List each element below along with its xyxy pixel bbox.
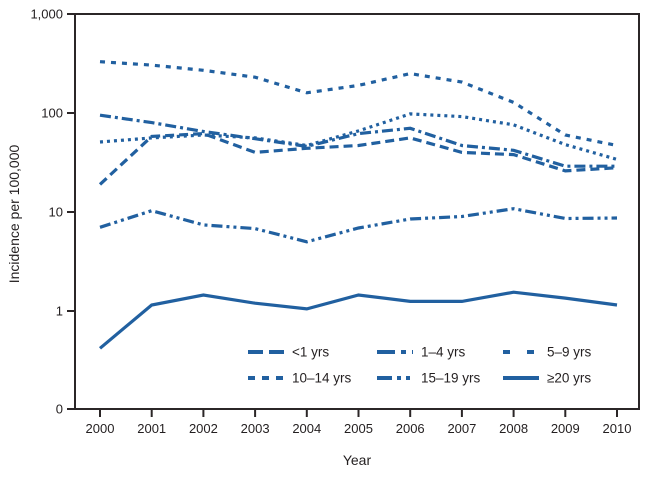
y-tick-label: 1,000 <box>30 7 63 22</box>
x-tick-label: 2010 <box>603 421 632 436</box>
series-line-5-9-yrs <box>99 60 618 148</box>
y-tick-label: 0 <box>56 402 63 417</box>
series-line-15-19-yrs <box>99 207 618 244</box>
legend-label-10-14-yrs: 10–14 yrs <box>292 371 352 386</box>
legend-label-ge20-yrs: ≥20 yrs <box>547 371 591 386</box>
legend-label-1-4-yrs: 1–4 yrs <box>421 345 466 360</box>
y-tick-label: 10 <box>49 205 63 220</box>
x-tick-label: 2000 <box>86 421 115 436</box>
series-line-1-4-yrs <box>99 113 617 168</box>
x-tick-label: 2005 <box>344 421 373 436</box>
legend-label-lt1-yrs: <1 yrs <box>292 345 329 360</box>
series-line-10-14-yrs <box>99 112 618 161</box>
x-tick-label: 2008 <box>499 421 528 436</box>
x-tick-label: 2001 <box>137 421 166 436</box>
x-tick-label: 2009 <box>551 421 580 436</box>
legend-label-15-19-yrs: 15–19 yrs <box>421 371 481 386</box>
y-tick-label: 1 <box>56 304 63 319</box>
legend-label-5-9-yrs: 5–9 yrs <box>547 345 592 360</box>
x-tick-label: 2006 <box>396 421 425 436</box>
x-axis-title: Year <box>342 452 372 468</box>
x-tick-label: 2007 <box>447 421 476 436</box>
x-tick-label: 2004 <box>292 421 321 436</box>
x-tick-label: 2002 <box>189 421 218 436</box>
x-tick-label: 2003 <box>241 421 270 436</box>
y-axis-title: Incidence per 100,000 <box>6 144 22 284</box>
y-tick-label: 100 <box>41 106 63 121</box>
series-line-ge20-yrs <box>98 290 618 350</box>
